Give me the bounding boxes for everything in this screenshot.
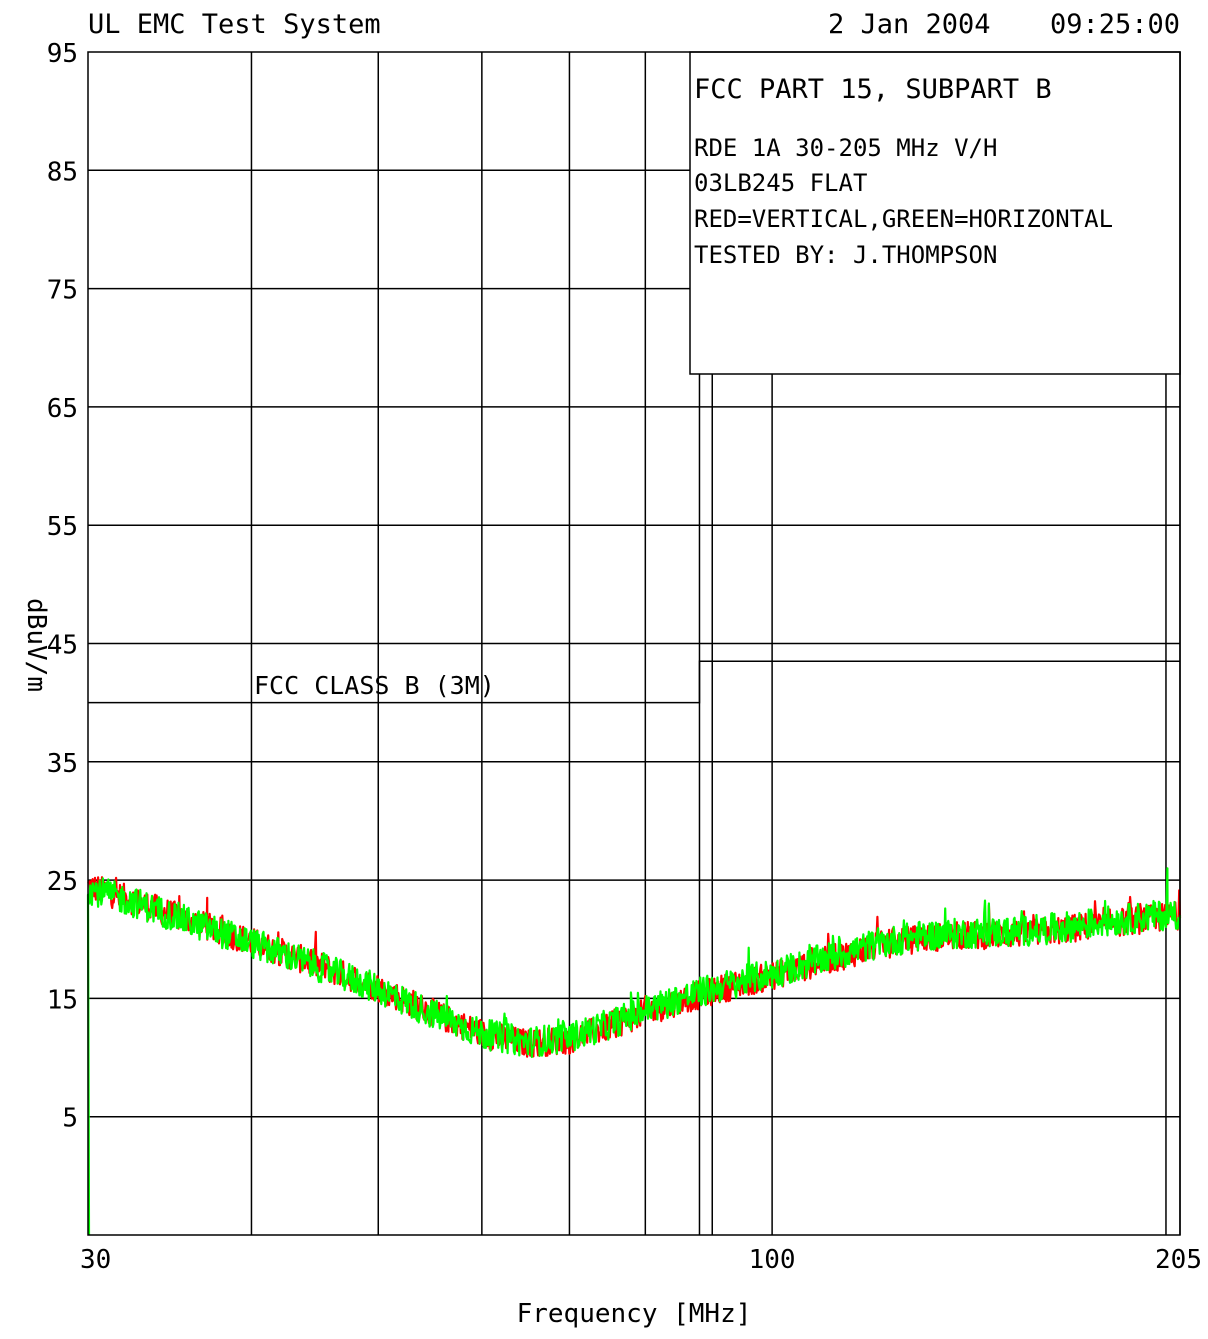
y-tick-55: 55: [47, 512, 78, 542]
info-line-tester: TESTED BY: J.THOMPSON: [694, 241, 997, 269]
x-tick-30: 30: [80, 1245, 111, 1275]
system-title: UL EMC Test System: [88, 9, 381, 40]
y-tick-35: 35: [47, 749, 78, 779]
y-tick-75: 75: [47, 276, 78, 306]
y-tick-15: 15: [47, 985, 78, 1015]
info-box: FCC PART 15, SUBPART B RDE 1A 30-205 MHz…: [689, 51, 1181, 375]
header-time: 09:25:00: [1050, 9, 1180, 40]
tick-labels: 95 85 75 65 55 45 35 25 15 5 30 100 205: [47, 39, 1202, 1275]
series-trace-horizontal: [86, 867, 1182, 1236]
header-date: 2 Jan 2004: [828, 9, 991, 40]
y-tick-25: 25: [47, 867, 78, 897]
y-axis-label: dBuV/m: [21, 598, 51, 692]
y-tick-95: 95: [47, 39, 78, 69]
limit-line: [88, 660, 1180, 704]
info-line-legend: RED=VERTICAL,GREEN=HORIZONTAL: [694, 205, 1113, 233]
info-line-test: RDE 1A 30-205 MHz V/H: [694, 134, 997, 162]
y-tick-5: 5: [62, 1104, 78, 1134]
limit-layer: [88, 660, 1180, 704]
x-axis-label: Frequency [MHz]: [517, 1299, 752, 1329]
series-layer: [86, 867, 1182, 1236]
info-line-standard: FCC PART 15, SUBPART B: [694, 74, 1052, 105]
x-tick-100: 100: [749, 1245, 796, 1275]
plot-frame: [87, 51, 1181, 1236]
y-tick-45: 45: [47, 631, 78, 661]
y-tick-65: 65: [47, 394, 78, 424]
y-tick-85: 85: [47, 157, 78, 187]
info-line-id: 03LB245 FLAT: [694, 169, 867, 197]
x-tick-205: 205: [1155, 1245, 1202, 1275]
limit-label: FCC CLASS B (3M): [254, 671, 495, 700]
info-box-frame: [689, 51, 1181, 375]
